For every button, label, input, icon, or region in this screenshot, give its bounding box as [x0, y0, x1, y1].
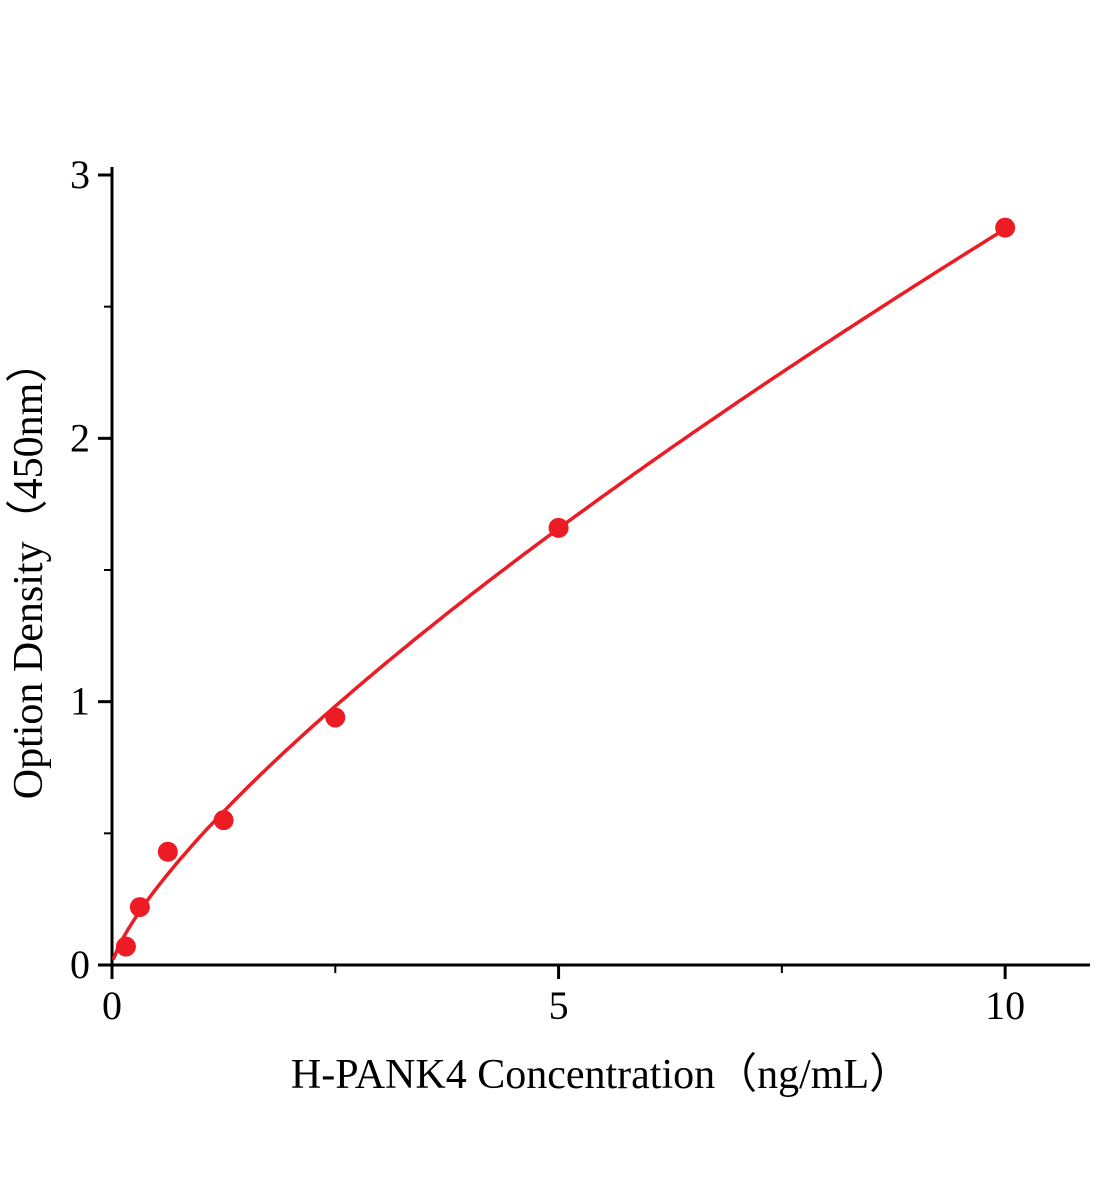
y-tick-label: 2	[70, 415, 90, 460]
y-axis-label: Option Density（450nm）	[6, 341, 52, 800]
fit-curve-line	[112, 227, 1007, 960]
y-tick-label: 3	[70, 152, 90, 197]
data-point-marker	[213, 810, 234, 831]
axis-spines	[110, 167, 1090, 967]
data-point-marker	[325, 707, 346, 728]
data-point-marker	[548, 517, 569, 538]
y-tick-label: 1	[70, 679, 90, 724]
data-point-marker	[995, 217, 1016, 238]
data-point-marker	[115, 936, 136, 957]
data-point-marker	[157, 841, 178, 862]
x-tick-label: 0	[102, 983, 122, 1028]
data-points	[115, 217, 1016, 957]
x-axis-label: H-PANK4 Concentration（ng/mL）	[291, 1052, 911, 1098]
axes: 0 5 10 0 1 2 3	[70, 152, 1090, 1028]
y-tick-label: 0	[70, 942, 90, 987]
data-point-marker	[129, 897, 150, 918]
x-tick-label: 5	[549, 983, 569, 1028]
x-tick-label: 10	[985, 983, 1025, 1028]
